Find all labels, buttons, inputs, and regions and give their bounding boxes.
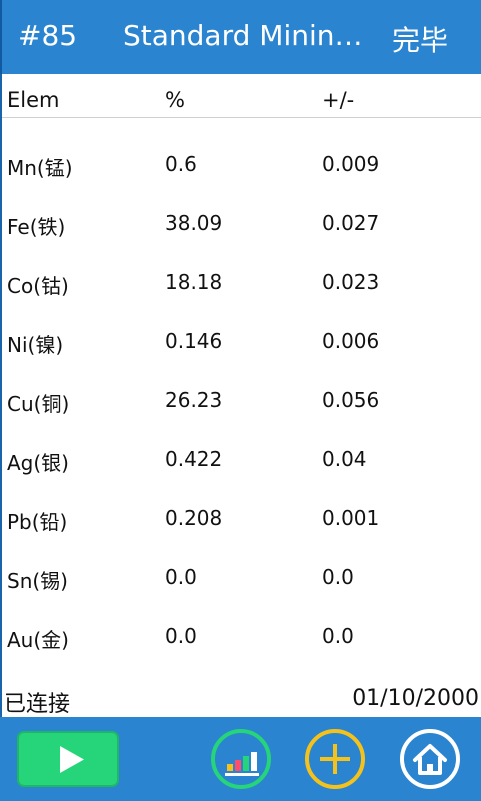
table-row: Cu(铜) 26.23 0.056: [2, 388, 481, 447]
cell-element: Cu(铜): [7, 392, 70, 416]
page-title: Standard Minin…: [123, 19, 363, 52]
cell-element: Mn(锰): [7, 156, 73, 180]
cell-error: 0.006: [322, 329, 380, 353]
start-button[interactable]: [17, 731, 119, 787]
play-icon: [60, 746, 84, 773]
cell-element: Au(金): [7, 628, 69, 652]
home-button[interactable]: [400, 729, 460, 789]
cell-percent: 0.422: [165, 447, 223, 471]
cell-error: 0.0: [322, 624, 354, 648]
plus-icon: [320, 744, 350, 774]
cell-error: 0.0: [322, 565, 354, 589]
add-button[interactable]: [305, 729, 365, 789]
cell-element: Co(钴): [7, 274, 69, 298]
cell-element: Sn(锡): [7, 569, 68, 593]
bar-chart-icon: [225, 752, 259, 776]
column-header-percent: %: [165, 88, 185, 112]
bottom-toolbar: [0, 717, 481, 801]
table-row: Au(金) 0.0 0.0: [2, 624, 481, 683]
cell-percent: 0.146: [165, 329, 223, 353]
cell-element: Ni(镍): [7, 333, 64, 357]
cell-percent: 0.208: [165, 506, 223, 530]
column-header-error: +/-: [322, 88, 355, 112]
cell-percent: 38.09: [165, 211, 223, 235]
top-bar: #85 Standard Minin… 完毕: [0, 0, 481, 74]
cell-percent: 0.6: [165, 152, 197, 176]
cell-error: 0.04: [322, 447, 367, 471]
chart-button[interactable]: [211, 729, 271, 789]
cell-error: 0.001: [322, 506, 380, 530]
cell-element: Pb(铅): [7, 510, 68, 534]
cell-error: 0.027: [322, 211, 380, 235]
table-row: Ni(镍) 0.146 0.006: [2, 329, 481, 388]
cell-element: Ag(银): [7, 451, 69, 475]
connection-status: 已连接: [4, 692, 71, 717]
table-row: Fe(铁) 38.09 0.027: [2, 211, 481, 270]
status-date: 01/10/2000: [352, 686, 479, 711]
results-table: Elem % +/- Mn(锰) 0.6 0.009 Fe(铁) 38.09 0…: [0, 74, 481, 717]
done-button[interactable]: 完毕: [392, 24, 449, 57]
table-row: Co(钴) 18.18 0.023: [2, 270, 481, 329]
header-divider: [2, 117, 481, 118]
cell-error: 0.009: [322, 152, 380, 176]
cell-error: 0.023: [322, 270, 380, 294]
cell-element: Fe(铁): [7, 215, 66, 239]
record-number: #85: [18, 19, 78, 52]
home-icon: [413, 744, 447, 775]
table-row: Mn(锰) 0.6 0.009: [2, 152, 481, 211]
table-row: Ag(银) 0.422 0.04: [2, 447, 481, 506]
cell-error: 0.056: [322, 388, 380, 412]
cell-percent: 18.18: [165, 270, 223, 294]
cell-percent: 0.0: [165, 624, 197, 648]
column-header-elem: Elem: [7, 88, 60, 112]
table-row: Sn(锡) 0.0 0.0: [2, 565, 481, 624]
table-row: Pb(铅) 0.208 0.001: [2, 506, 481, 565]
cell-percent: 0.0: [165, 565, 197, 589]
cell-percent: 26.23: [165, 388, 223, 412]
